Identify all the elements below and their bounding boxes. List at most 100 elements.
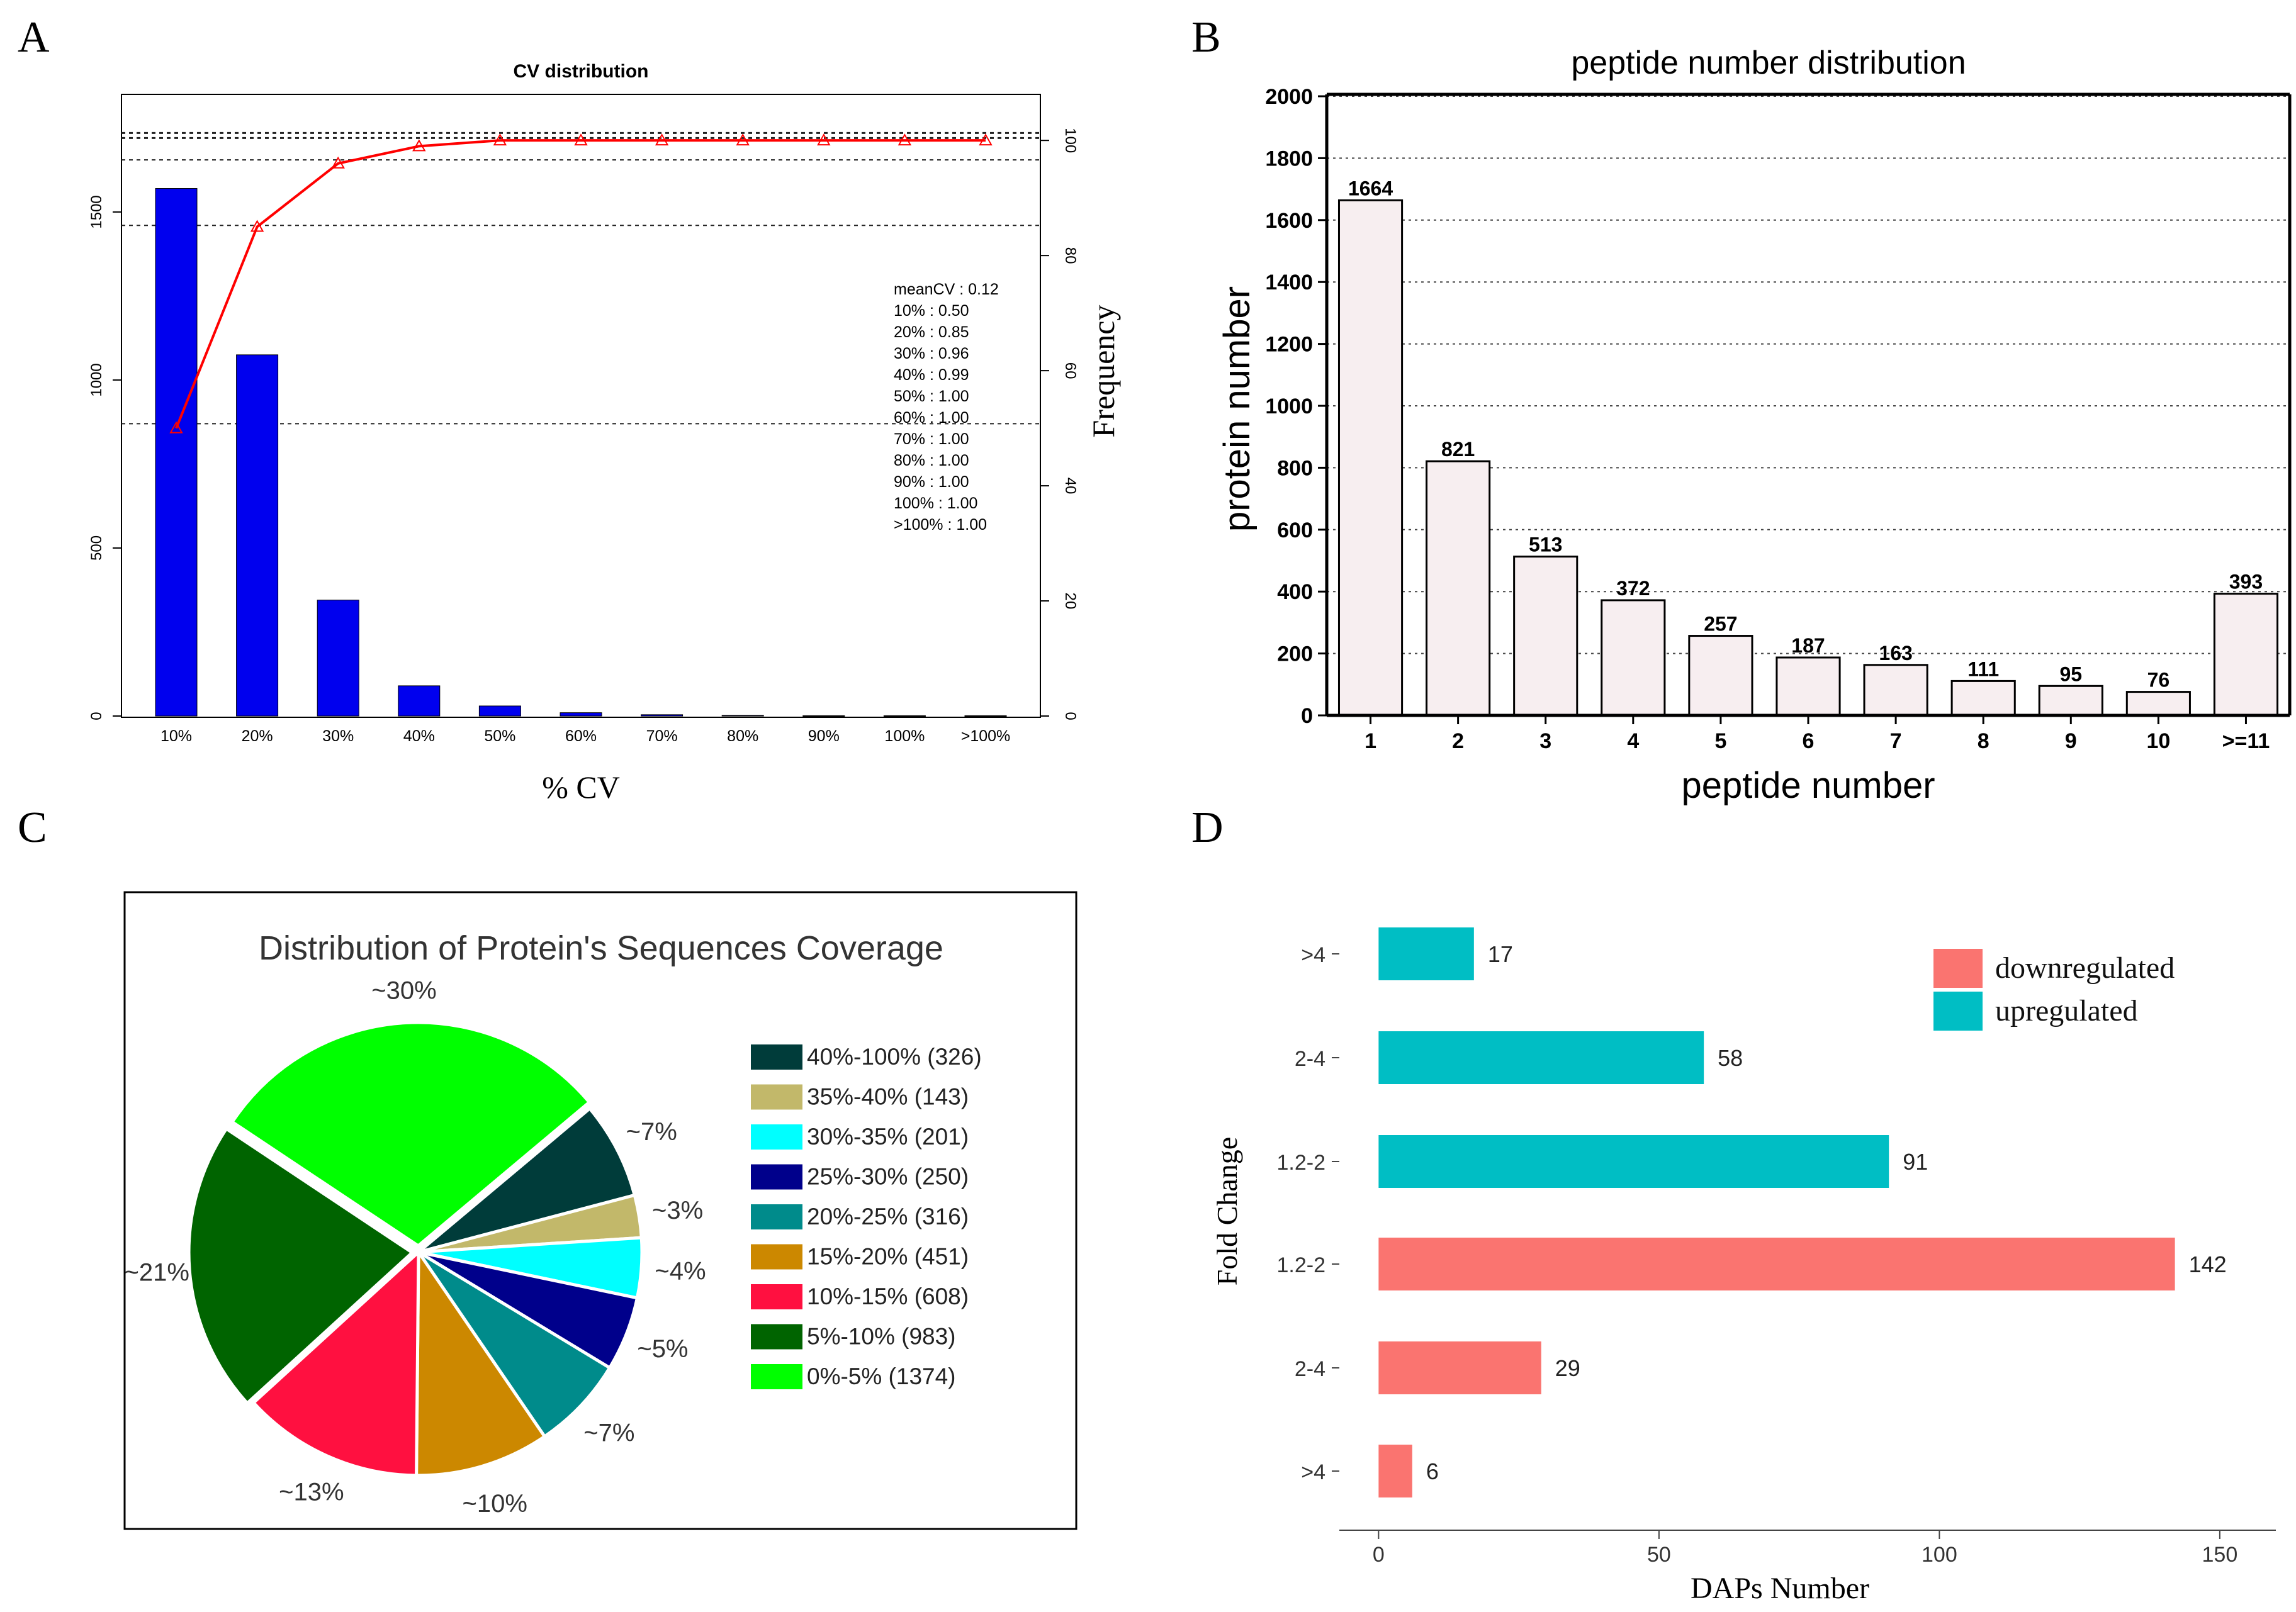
d-bar [1378,1031,1704,1084]
a-cumulative-point [250,220,264,232]
b-x-tick-label: 9 [2065,729,2077,753]
c-slice-label: ~7% [583,1419,634,1447]
b-y-tick-label: 1400 [1265,271,1313,294]
a-cumulative-line [169,133,993,434]
c-slice-label: ~13% [279,1479,344,1506]
a-annotation-line: 60% : 1.00 [894,409,969,427]
c-legend-label: 20%-25% (316) [807,1204,969,1229]
d-y-tick-label: 1.2-2 [1277,1151,1326,1175]
a-bar [317,600,359,717]
d-y-tick-label: 2-4 [1295,1357,1325,1381]
a-cumulative-point [979,133,993,146]
c-pie-slice [187,1126,415,1406]
d-y-tick-label: 1.2-2 [1277,1253,1326,1277]
d-legend-label: upregulated [1995,994,2138,1027]
a-annotation-line: 10% : 0.50 [894,302,969,320]
a-annotation-line: 40% : 0.99 [894,366,969,384]
b-y-tick-label: 1600 [1265,209,1313,233]
a-annotation-line: 50% : 1.00 [894,388,969,405]
b-x-tick-label: 4 [1627,729,1639,753]
a-cumulative-polyline [175,139,986,429]
b-y-tick-label: 800 [1277,456,1313,480]
b-y-tick-label: 2000 [1265,85,1313,109]
c-legend-swatch [751,1124,802,1150]
d-bar [1378,1135,1889,1188]
d-x-tick-label: 100 [1922,1543,1957,1567]
b-bar [1601,599,1666,717]
b-bars [1337,199,2279,717]
d-y-label: Fold Change [1211,1137,1243,1285]
b-bar [1863,664,1928,717]
a-cumulative-point [655,133,669,146]
a-cumulative-point [493,133,507,146]
a-bar [802,715,845,717]
panel-label-a: A [18,13,50,62]
a-bar [560,712,602,717]
panel-a-cv-distribution: CV distribution 0 500 1000 1500 0 20 40 60 80 10… [88,61,1121,805]
c-legend-label: 40%-100% (326) [807,1044,982,1070]
d-y-tick-label: >4 [1301,1460,1325,1484]
c-legend-swatch [751,1044,802,1070]
c-pie-slice [417,1250,612,1439]
b-bar [2213,593,2279,717]
a-cumulative-point [817,133,831,146]
panel-label-b: B [1191,13,1221,62]
c-slice-label: ~5% [637,1335,688,1363]
b-data-label: 163 [1879,642,1912,664]
a-annotation-line: 90% : 1.00 [894,473,969,491]
c-legend-swatch [751,1164,802,1190]
b-x-tick-label: 8 [1978,729,1989,753]
a-x-tick-label: 70% [646,727,678,745]
c-legend-swatch [751,1244,802,1270]
d-y-axis: >4 2-4 1.2-2 1.2-2 2-4 >4 [1277,943,1339,1484]
c-legend-label: 0%-5% (1374) [807,1363,956,1389]
d-bar [1378,1341,1541,1394]
d-legend-swatch [1933,949,1983,988]
a-bar [478,705,521,717]
c-title: Distribution of Protein's Sequences Cove… [259,929,943,967]
b-x-tick-label: 6 [1803,729,1815,753]
b-y-axis: 0 200 400 600 800 1000 1200 1400 1600 1800 2000 [1265,85,1327,728]
b-bar [1513,556,1578,717]
a-annotation: meanCV : 0.12 10% : 0.50 20% : 0.85 30% : 0… [894,281,999,534]
b-title: peptide number distribution [1571,45,1966,81]
a-title: CV distribution [514,61,649,82]
b-data-label: 513 [1529,534,1562,556]
d-y-tick-label: >4 [1301,943,1325,967]
c-slice-label: ~7% [626,1118,677,1146]
b-data-label: 187 [1791,634,1825,657]
b-y-label: protein number [1217,286,1258,532]
c-slice-label: ~30% [371,977,436,1005]
a-annotation-line: meanCV : 0.12 [894,281,999,298]
c-slice-label: ~21% [124,1259,189,1287]
a-x-tick-label: 100% [884,727,925,745]
b-data-label: 95 [2059,663,2082,685]
panel-c-coverage-pie: Distribution of Protein's Sequences Cove… [123,891,1078,1530]
b-bar [2038,685,2103,717]
a-annotation-line: 20% : 0.85 [894,323,969,341]
d-legend: downregulated upregulated [1933,949,2175,1031]
a-right-tick-label: 0 [1062,712,1079,720]
b-bar [1775,656,1841,717]
a-bars [155,188,1007,717]
a-x-tick-label: 40% [403,727,435,745]
d-bar [1378,927,1474,980]
a-cumulative-point [898,133,912,146]
c-slice-labels: ~7% ~3% ~4% ~5% ~7% ~10% ~13% ~21% ~30% [124,977,706,1518]
a-bar [398,685,441,717]
a-x-tick-label: 20% [242,727,273,745]
a-right-tick-label: 100 [1062,128,1079,153]
b-data-label: 111 [1967,658,1999,680]
c-legend-label: 25%-30% (250) [807,1164,969,1190]
c-slice-label: ~10% [463,1490,527,1518]
d-x-tick-label: 150 [2202,1543,2238,1567]
b-bar [2125,691,2191,717]
a-cumulative-point [169,421,183,434]
c-legend-label: 30%-35% (201) [807,1124,969,1150]
a-left-tick-label: 1500 [88,195,105,228]
c-legend-label: 10%-15% (608) [807,1284,969,1309]
d-x-tick-label: 50 [1647,1543,1671,1567]
b-bar [1337,199,1404,717]
a-annotation-line: 80% : 1.00 [894,452,969,469]
panel-b-peptide-distribution: peptide number distribution 166482151337… [1217,45,2292,806]
